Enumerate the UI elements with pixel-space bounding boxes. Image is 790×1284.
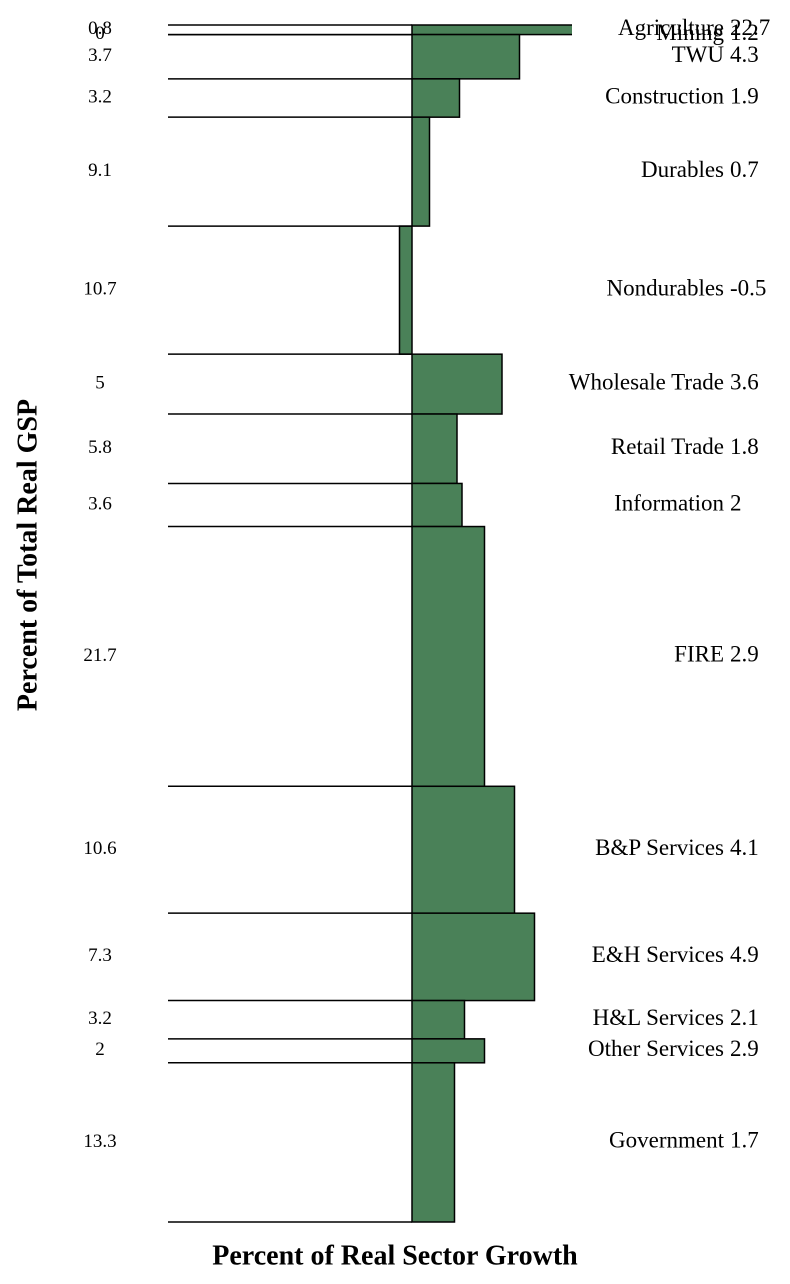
category-label: Nondurables — [606, 275, 724, 300]
bar — [411, 1038, 486, 1064]
bar — [411, 353, 503, 415]
value-label: 1.9 — [730, 83, 759, 108]
bar — [411, 24, 572, 36]
share-label: 7.3 — [88, 945, 112, 966]
share-label: 5 — [95, 372, 105, 393]
share-label: 10.7 — [83, 278, 116, 299]
share-label: 3.2 — [88, 86, 112, 107]
category-label: FIRE — [674, 642, 724, 667]
bar — [398, 225, 413, 355]
share-label: 3.2 — [88, 1008, 112, 1029]
bar — [411, 525, 486, 788]
value-label: 2.1 — [730, 1005, 759, 1030]
category-label: Retail Trade — [611, 434, 724, 459]
category-label: Information — [614, 490, 724, 515]
share-label: 13.3 — [83, 1131, 116, 1152]
category-label: Agriculture — [618, 15, 724, 40]
category-label: H&L Services — [593, 1005, 724, 1030]
share-label: 0.8 — [88, 18, 112, 39]
share-label: 0 — [95, 23, 105, 44]
share-label: 5.8 — [88, 437, 112, 458]
category-label: B&P Services — [595, 835, 724, 860]
category-label: Durables — [641, 157, 724, 182]
share-label: 9.1 — [88, 160, 112, 181]
value-label: 1.2 — [730, 20, 759, 45]
bar — [411, 78, 461, 118]
value-label: 4.1 — [730, 835, 759, 860]
category-label: Construction — [605, 83, 724, 108]
bar — [411, 999, 466, 1040]
value-label: 1.8 — [730, 434, 759, 459]
value-label: 22.7 — [730, 15, 770, 40]
bar — [411, 413, 458, 485]
value-label: 3.6 — [730, 369, 759, 394]
category-label: Government — [609, 1128, 725, 1153]
value-label: 4.9 — [730, 942, 759, 967]
category-label: Mining — [656, 20, 724, 45]
share-label: 3.6 — [88, 493, 112, 514]
plot-area — [398, 24, 572, 1223]
value-label: 4.3 — [730, 42, 759, 67]
value-label: 0.7 — [730, 157, 759, 182]
value-label: -0.5 — [730, 275, 766, 300]
value-label: 2 — [730, 490, 742, 515]
share-label: 2 — [95, 1039, 105, 1060]
bar — [411, 1062, 456, 1223]
bar — [411, 785, 516, 914]
value-label: 2.9 — [730, 1036, 759, 1061]
bar — [411, 482, 463, 528]
value-label: 2.9 — [730, 642, 759, 667]
x-axis-title: Percent of Real Sector Growth — [212, 1240, 578, 1271]
bar — [411, 33, 521, 80]
category-label: Wholesale Trade — [569, 369, 724, 394]
category-label: E&H Services — [592, 942, 724, 967]
share-label: 10.6 — [83, 838, 116, 859]
category-label: TWU — [672, 42, 725, 67]
share-label: 21.7 — [83, 645, 116, 666]
bar — [411, 912, 536, 1002]
share-label: 3.7 — [88, 45, 112, 66]
category-label: Other Services — [588, 1036, 724, 1061]
bar — [411, 116, 431, 227]
y-axis-title: Percent of Total Real GSP — [12, 399, 43, 711]
value-label: 1.7 — [730, 1128, 759, 1153]
